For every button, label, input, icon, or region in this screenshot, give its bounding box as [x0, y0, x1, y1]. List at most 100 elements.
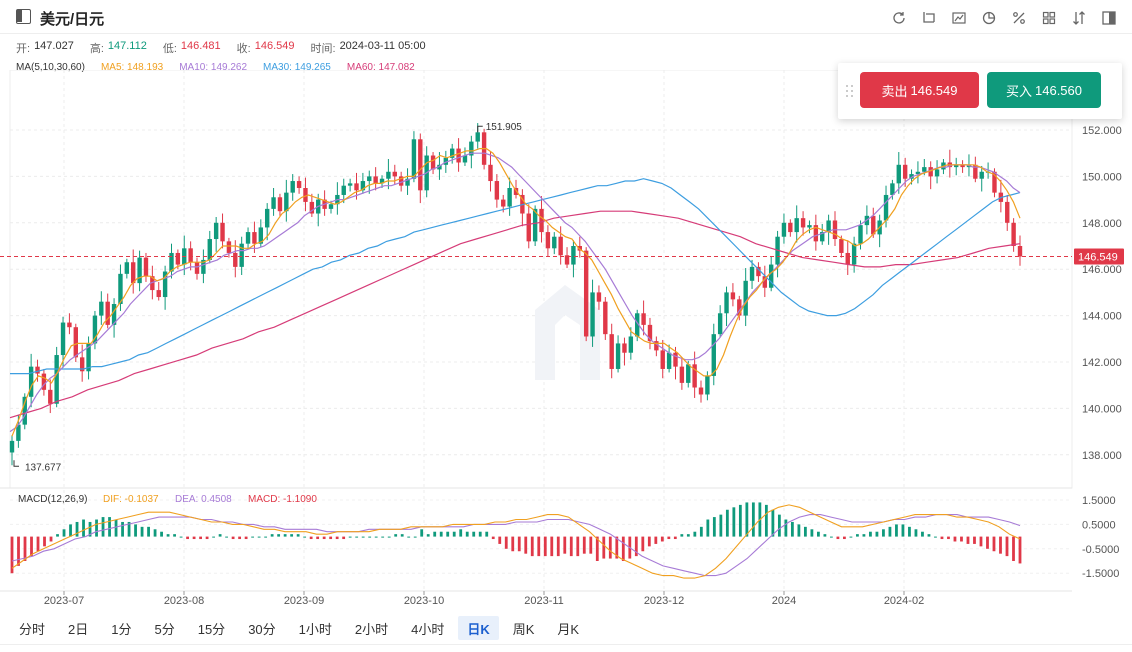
period-4h[interactable]: 4小时 [411, 621, 445, 637]
symbol-icon[interactable] [16, 9, 31, 24]
candle-body [150, 276, 155, 291]
crop-icon[interactable] [918, 8, 940, 28]
sell-label: 卖出 [881, 83, 908, 99]
candle-body [220, 222, 225, 242]
macd-bar [960, 536, 963, 542]
candle-body [717, 313, 723, 335]
period-2h[interactable]: 2小时 [354, 621, 389, 637]
macd-bar [316, 536, 320, 540]
candle-body [851, 243, 857, 265]
grid-icon[interactable] [1038, 8, 1060, 28]
period-2d[interactable]: 2日 [68, 621, 89, 637]
period-daily[interactable]: 日K [458, 616, 499, 640]
macd-bar [999, 536, 1002, 554]
period-timeshare[interactable]: 分时 [19, 621, 46, 637]
macd-bar [634, 536, 638, 557]
candle-body [169, 252, 174, 272]
candle-body [16, 424, 21, 441]
macd-bar [231, 536, 235, 540]
price-tick-label: 144.000 [1082, 311, 1122, 323]
period-15m[interactable]: 15分 [197, 621, 226, 637]
chart-line-icon[interactable] [948, 8, 970, 28]
period-1h[interactable]: 1小时 [298, 621, 332, 637]
chart-header: 美元/日元 [0, 0, 1132, 34]
period-1m[interactable]: 1分 [111, 621, 132, 637]
macd-bar [595, 536, 599, 561]
period-5m[interactable]: 5分 [154, 621, 175, 637]
layout-icon[interactable] [1098, 8, 1120, 28]
candle-body [347, 183, 353, 186]
period-tabs: 分时 2日 1分 5分 15分 30分 1小时 2小时 4小时 日K 周K 月K [10, 616, 593, 640]
macd-bar [134, 524, 137, 537]
macd-bar [641, 536, 645, 552]
macd-bar [738, 504, 742, 537]
high-value: 147.112 [107, 40, 147, 52]
high-label: 高: [89, 43, 104, 55]
macd-bar [751, 502, 755, 537]
ma5-line [11, 147, 1021, 437]
macd-bar [504, 536, 508, 549]
candle-body [450, 148, 455, 158]
period-weekly[interactable]: 周K [512, 621, 535, 637]
candle-body [67, 322, 72, 328]
macd-bar [986, 536, 989, 549]
high-annotation: 151.905 [486, 122, 523, 133]
macd-bar [947, 536, 950, 540]
macd-bar [615, 536, 619, 559]
dea-line [11, 514, 1021, 577]
sell-price: 146.549 [910, 82, 958, 98]
macd-bar [62, 529, 66, 537]
sort-icon[interactable] [1068, 8, 1090, 28]
candle-body [552, 236, 557, 249]
candle-body [264, 208, 270, 228]
macd-bar [381, 536, 385, 538]
candle-body [698, 387, 704, 395]
candle-body [277, 197, 283, 212]
candle-body [475, 132, 480, 142]
macd-bar [862, 534, 866, 537]
macd-tick-label: -1.5000 [1082, 568, 1119, 580]
candle-body [245, 232, 251, 244]
macd-bar [426, 534, 430, 537]
macd-bar [140, 526, 144, 537]
macd-bar [433, 531, 437, 537]
macd-bar [23, 536, 27, 561]
refresh-icon[interactable] [888, 8, 910, 28]
price-chart[interactable]: 152.000 150.000 148.000 146.000 144.000 142.0… [0, 70, 1132, 616]
price-tick-label: 146.000 [1082, 264, 1122, 276]
period-30m[interactable]: 30分 [248, 621, 276, 637]
candle-body [737, 299, 742, 316]
drag-handle-icon[interactable] [846, 85, 856, 97]
macd-bar [472, 531, 476, 537]
macd-legend-macd: MACD: -1.1090 [248, 494, 317, 505]
candle-body [124, 262, 130, 274]
candle-body [813, 225, 819, 242]
macd-bar [88, 521, 92, 537]
macd-bar [719, 514, 723, 537]
buy-button[interactable]: 买入 146.560 [987, 72, 1101, 108]
price-tick-label: 148.000 [1082, 218, 1122, 230]
candle-body [590, 292, 595, 337]
candle-body [539, 208, 544, 233]
candle-body [437, 164, 442, 170]
macd-bar [270, 534, 274, 537]
macd-tick-label: 0.5000 [1082, 519, 1116, 531]
macd-bar [784, 519, 788, 537]
pie-icon[interactable] [978, 8, 1000, 28]
macd-bar [908, 526, 911, 537]
macd-bar [374, 536, 378, 538]
candle-body [609, 334, 614, 369]
sell-button[interactable]: 卖出 146.549 [860, 72, 979, 108]
period-monthly[interactable]: 月K [557, 621, 580, 637]
macd-bar [901, 524, 905, 537]
macd-bar [348, 536, 352, 538]
candle-body [973, 164, 978, 179]
macd-bar [186, 536, 189, 540]
macd-bar [173, 534, 176, 537]
candle-body [615, 343, 621, 369]
percent-icon[interactable] [1008, 8, 1030, 28]
candle-body [41, 373, 47, 390]
candle-body [131, 262, 136, 284]
macd-bar [36, 536, 40, 552]
candle-body [137, 257, 142, 284]
